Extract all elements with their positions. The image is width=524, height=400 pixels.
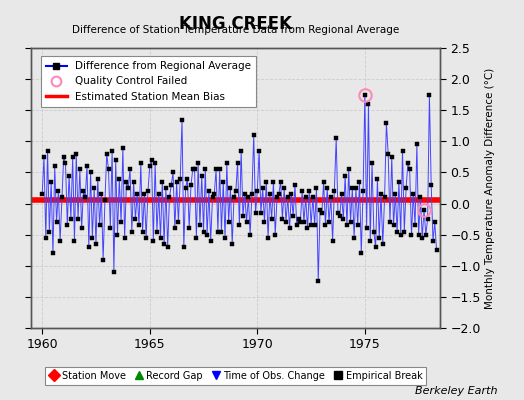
Title: KING CREEK: KING CREEK <box>179 14 292 32</box>
Legend: Station Move, Record Gap, Time of Obs. Change, Empirical Break: Station Move, Record Gap, Time of Obs. C… <box>46 367 426 385</box>
Text: Berkeley Earth: Berkeley Earth <box>416 386 498 396</box>
Text: Difference of Station Temperature Data from Regional Average: Difference of Station Temperature Data f… <box>72 26 399 36</box>
Y-axis label: Monthly Temperature Anomaly Difference (°C): Monthly Temperature Anomaly Difference (… <box>485 67 495 309</box>
